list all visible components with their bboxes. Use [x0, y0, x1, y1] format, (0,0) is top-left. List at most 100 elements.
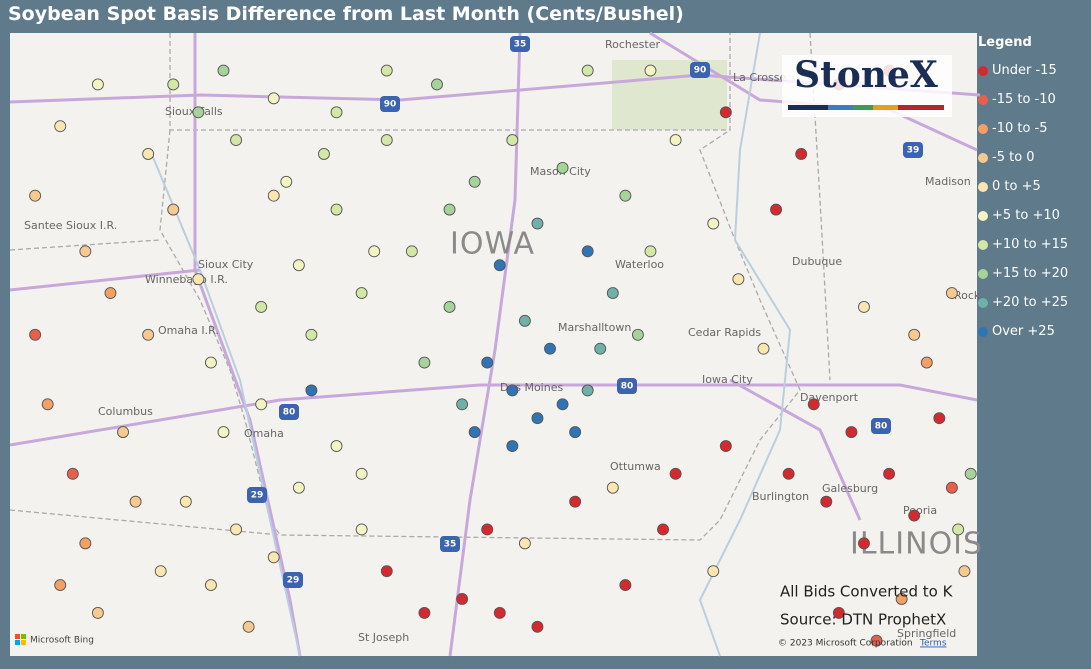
shield-label: 29 — [251, 491, 264, 501]
bid-point — [895, 593, 908, 605]
bid-point — [154, 565, 167, 578]
bid-point — [782, 467, 795, 480]
bid-point — [355, 523, 368, 536]
legend-label: +15 to +20 — [992, 266, 1069, 281]
state-label: IOWA — [450, 227, 535, 262]
place-label: La Crosse — [733, 71, 787, 84]
place-label: Galesburg — [822, 482, 878, 495]
legend-item: +20 to +25 — [978, 288, 1091, 317]
bid-point — [230, 523, 243, 536]
bid-point — [631, 328, 644, 341]
legend-label: Over +25 — [992, 324, 1055, 339]
legend-swatch — [978, 326, 988, 337]
bid-point — [964, 467, 977, 480]
place-label: Winnebago I.R. — [145, 273, 228, 286]
bid-point — [192, 273, 205, 286]
bid-point — [952, 523, 965, 536]
bid-point — [506, 134, 519, 147]
shield-label: 35 — [514, 40, 527, 50]
bid-point — [556, 161, 569, 174]
legend-item: -15 to -10 — [978, 85, 1091, 114]
bid-point — [719, 440, 732, 452]
bid-point — [54, 120, 67, 133]
legend-item: +5 to +10 — [978, 201, 1091, 230]
shield-label: 80 — [283, 408, 296, 418]
legend-swatch — [978, 210, 988, 221]
bid-point — [707, 217, 720, 230]
bid-point — [405, 245, 418, 258]
bid-point — [757, 342, 770, 355]
bid-point — [506, 384, 519, 397]
bid-point — [267, 551, 280, 564]
bid-point — [217, 426, 230, 439]
shield-label: 80 — [621, 382, 634, 392]
bid-point — [669, 134, 682, 147]
bid-point — [305, 328, 318, 341]
place-label: Santee Sioux I.R. — [24, 219, 117, 232]
bid-point — [531, 217, 544, 230]
bid-point — [79, 537, 92, 550]
bid-point — [569, 495, 582, 508]
bid-point — [431, 78, 443, 91]
bid-point — [91, 78, 104, 91]
bid-point — [531, 620, 544, 633]
place-label: Rochester — [605, 38, 660, 51]
bid-point — [870, 634, 883, 647]
bid-point — [41, 398, 54, 411]
legend-item: 0 to +5 — [978, 172, 1091, 201]
place-label: Madison — [925, 175, 971, 188]
bid-point — [318, 148, 330, 160]
bid-point — [418, 606, 431, 619]
bid-point — [933, 412, 946, 425]
bid-point — [770, 203, 783, 216]
legend-swatch — [978, 297, 988, 308]
bid-point — [380, 64, 393, 77]
bid-point — [858, 537, 870, 550]
bid-point — [569, 426, 582, 439]
shield-label: 39 — [907, 146, 920, 156]
place-label: Omaha I.R. — [158, 324, 219, 337]
legend: Legend Under -15 -15 to -10 -10 to -5 -5 to… — [978, 33, 1091, 346]
bid-point — [292, 259, 305, 272]
shield-label: 90 — [384, 100, 397, 110]
place-label: Cedar Rapids — [688, 326, 761, 339]
bid-point — [305, 384, 318, 397]
bid-point — [832, 606, 845, 619]
bid-point — [619, 579, 632, 592]
bid-point — [280, 175, 293, 188]
bid-point — [619, 189, 632, 202]
bid-point — [845, 426, 858, 439]
bid-point — [255, 398, 268, 411]
legend-swatch — [978, 239, 988, 250]
bid-point — [518, 537, 531, 550]
place-label: Iowa City — [702, 373, 753, 386]
bid-point — [920, 356, 933, 369]
bid-point — [556, 398, 569, 411]
place-label: Dubuque — [792, 255, 842, 268]
bid-point — [493, 259, 506, 272]
map-background — [10, 33, 977, 656]
bid-point — [958, 565, 971, 578]
bid-point — [255, 301, 268, 313]
bid-point — [581, 64, 594, 77]
legend-label: -5 to 0 — [992, 150, 1035, 165]
bid-point — [858, 301, 870, 313]
bid-point — [606, 481, 619, 494]
place-label: Columbus — [98, 405, 153, 418]
place-label: Marshalltown — [558, 321, 631, 334]
bid-point — [330, 106, 343, 119]
bid-point — [493, 606, 506, 619]
bid-point — [531, 412, 544, 425]
legend-label: 0 to +5 — [992, 179, 1041, 194]
bing-label: Microsoft Bing — [30, 636, 94, 646]
shield-label: 29 — [287, 576, 300, 586]
terms-link[interactable]: Terms — [919, 639, 947, 649]
place-label: Springfield — [897, 627, 956, 640]
legend-label: +20 to +25 — [992, 295, 1069, 310]
bid-point — [908, 509, 921, 522]
legend-item: -10 to -5 — [978, 114, 1091, 143]
bid-point — [167, 78, 180, 91]
bid-point — [368, 245, 381, 258]
